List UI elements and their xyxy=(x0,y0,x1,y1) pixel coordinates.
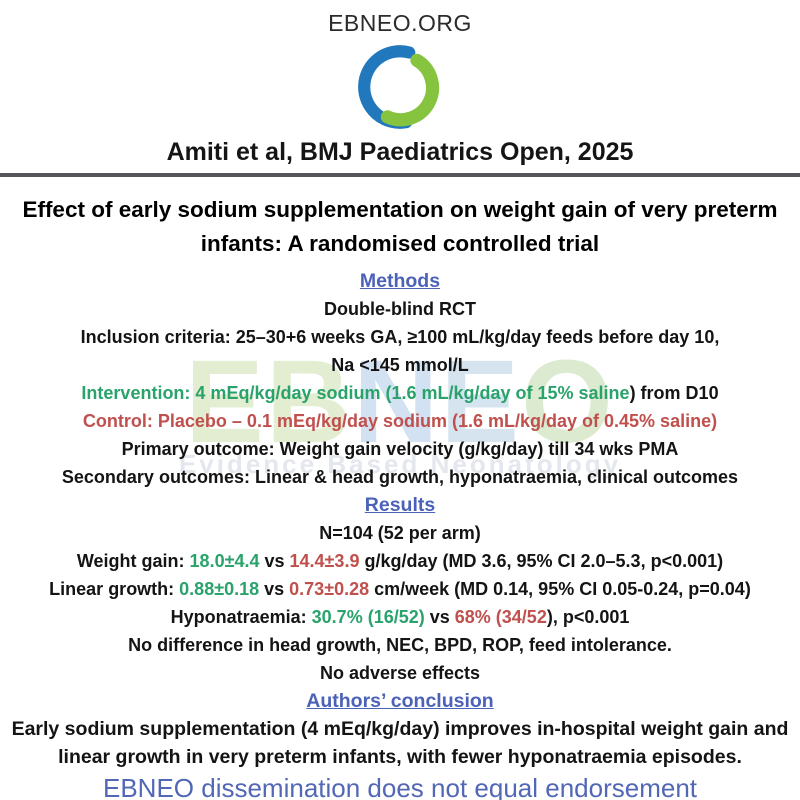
primary-outcome-line: Primary outcome: Weight gain velocity (g… xyxy=(121,439,679,459)
paper-title: Effect of early sodium supplementation o… xyxy=(22,197,778,256)
hyponatraemia-line: Hyponatraemia: 30.7% (16/52) vs 68% (34/… xyxy=(170,607,630,627)
ebneo-logo xyxy=(358,45,440,129)
inclusion-criteria-line-2: Na <145 mmol/L xyxy=(331,355,469,375)
content-lines: Methods Double-blind RCT Inclusion criteri… xyxy=(0,267,800,771)
logo-arc-green xyxy=(380,53,440,127)
no-adverse-effects-line: No adverse effects xyxy=(319,663,481,683)
disclaimer: EBNEO dissemination does not equal endor… xyxy=(102,773,697,800)
study-design-line: Double-blind RCT xyxy=(324,299,476,319)
weight-gain-line: Weight gain: 18.0±4.4 vs 14.4±3.9 g/kg/d… xyxy=(76,551,724,571)
header: EBNEO.ORG Amiti et al, BMJ Paediatrics O… xyxy=(0,0,800,167)
citation: Amiti et al, BMJ Paediatrics Open, 2025 xyxy=(166,138,634,166)
results-heading: Results xyxy=(364,494,436,516)
methods-heading: Methods xyxy=(359,270,441,292)
inclusion-criteria-line: Inclusion criteria: 25–30+6 weeks GA, ≥1… xyxy=(80,327,720,347)
sample-size-line: N=104 (52 per arm) xyxy=(319,523,481,543)
site-url: EBNEO.ORG xyxy=(328,10,472,36)
intervention-line: Intervention: 4 mEq/kg/day sodium (1.6 m… xyxy=(81,383,719,403)
conclusion-line: Early sodium supplementation (4 mEq/kg/d… xyxy=(11,718,789,768)
main-content: EBNEO Evidence Based Neonatology Effect … xyxy=(0,193,800,800)
conclusion-heading: Authors’ conclusion xyxy=(306,690,494,712)
linear-growth-line: Linear growth: 0.88±0.18 vs 0.73±0.28 cm… xyxy=(49,579,751,599)
logo-container xyxy=(0,40,800,136)
header-divider xyxy=(0,173,800,177)
no-difference-line: No difference in head growth, NEC, BPD, … xyxy=(128,635,672,655)
secondary-outcomes-line: Secondary outcomes: Linear & head growth… xyxy=(61,467,739,487)
control-line: Control: Placebo – 0.1 mEq/kg/day sodium… xyxy=(82,411,718,431)
